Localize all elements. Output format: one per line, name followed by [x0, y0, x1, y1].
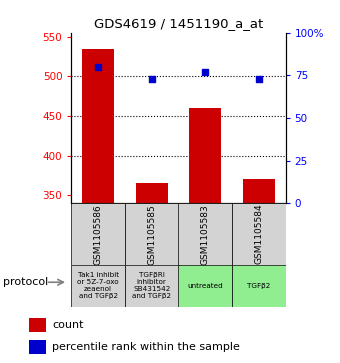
Text: TGFβ2: TGFβ2: [247, 283, 271, 289]
Text: GSM1105586: GSM1105586: [94, 204, 103, 265]
Title: GDS4619 / 1451190_a_at: GDS4619 / 1451190_a_at: [94, 17, 263, 30]
Point: [96, 64, 101, 70]
Point: [149, 76, 154, 82]
Text: untreated: untreated: [187, 283, 223, 289]
Text: protocol: protocol: [3, 277, 49, 287]
Bar: [232, 203, 286, 265]
Bar: [125, 203, 178, 265]
Bar: [178, 203, 232, 265]
Bar: [136, 183, 168, 203]
Bar: [71, 203, 125, 265]
Text: TGFβRI
inhibitor
SB431542
and TGFβ2: TGFβRI inhibitor SB431542 and TGFβ2: [132, 272, 171, 299]
Text: GSM1105585: GSM1105585: [147, 204, 156, 265]
Bar: [71, 265, 125, 307]
Point: [203, 69, 208, 75]
Text: GSM1105583: GSM1105583: [201, 204, 210, 265]
Text: Tak1 inhibit
or 5Z-7-oxo
zeaenol
and TGFβ2: Tak1 inhibit or 5Z-7-oxo zeaenol and TGF…: [78, 272, 119, 299]
Bar: [178, 265, 232, 307]
Bar: [243, 179, 275, 203]
Bar: [82, 49, 114, 203]
Point: [256, 76, 261, 82]
Bar: [189, 108, 221, 203]
Bar: [29, 340, 46, 354]
Bar: [232, 265, 286, 307]
Bar: [125, 265, 178, 307]
Bar: [29, 318, 46, 332]
Text: percentile rank within the sample: percentile rank within the sample: [52, 342, 240, 352]
Text: GSM1105584: GSM1105584: [254, 204, 263, 265]
Text: count: count: [52, 320, 84, 330]
